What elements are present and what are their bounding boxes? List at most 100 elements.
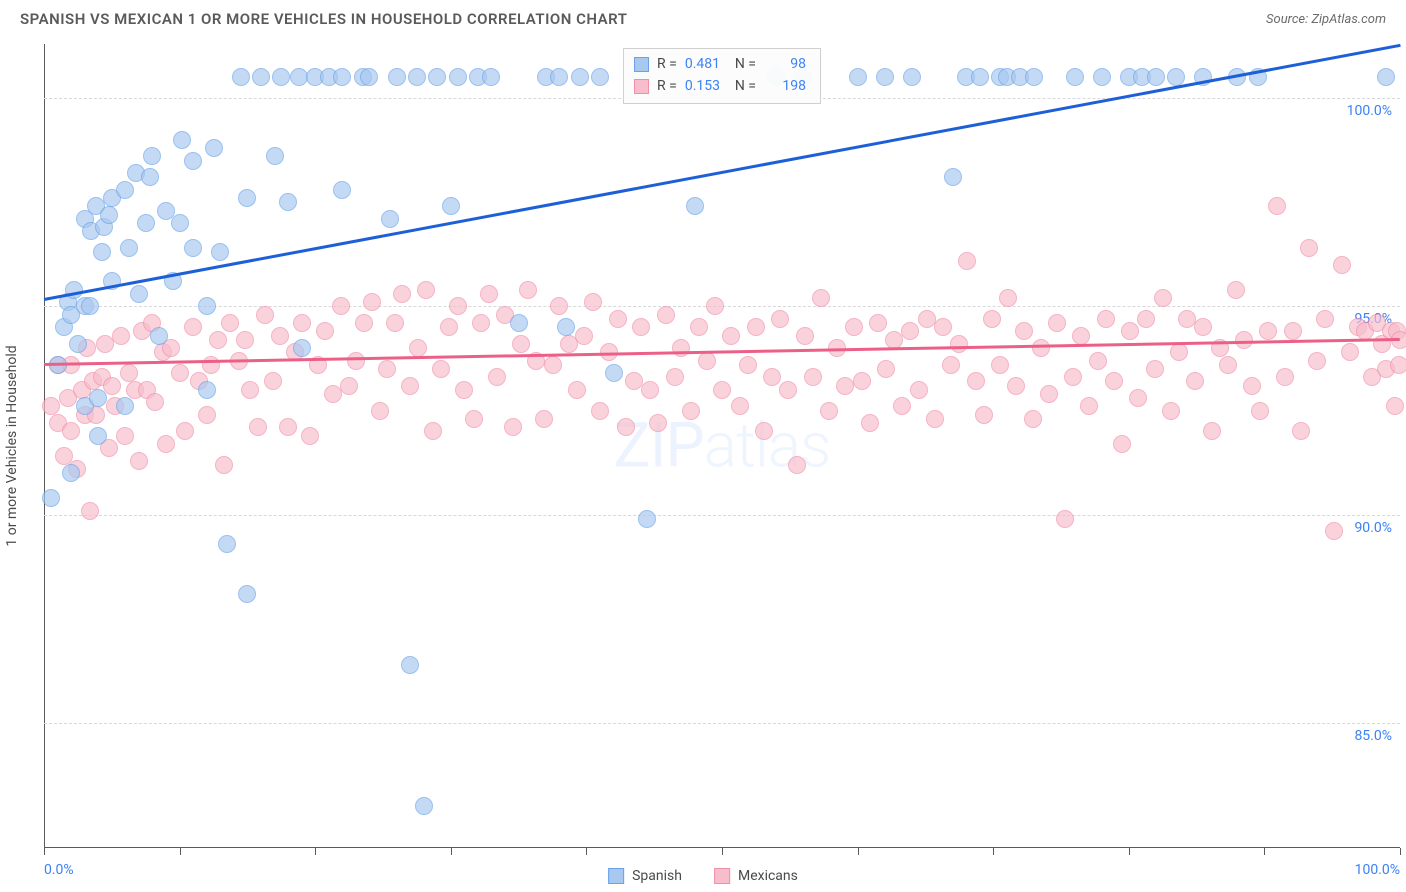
- scatter-point: [480, 285, 498, 303]
- scatter-point: [442, 197, 460, 215]
- scatter-point: [171, 364, 189, 382]
- scatter-point: [1300, 239, 1318, 257]
- r-label: R =: [657, 76, 677, 98]
- scatter-point: [93, 243, 111, 261]
- scatter-point: [942, 356, 960, 374]
- source-prefix: Source:: [1266, 12, 1311, 27]
- scatter-point: [1154, 289, 1172, 307]
- scatter-point: [1072, 327, 1090, 345]
- scatter-point: [713, 381, 731, 399]
- scatter-point: [143, 147, 161, 165]
- scatter-point: [1093, 68, 1111, 86]
- gridline: [44, 515, 1400, 516]
- scatter-point: [975, 406, 993, 424]
- scatter-point: [820, 402, 838, 420]
- scatter-point: [672, 339, 690, 357]
- scatter-point: [1186, 372, 1204, 390]
- scatter-point: [918, 310, 936, 328]
- scatter-point: [535, 410, 553, 428]
- scatter-point: [256, 306, 274, 324]
- scatter-point: [571, 68, 589, 86]
- scatter-point: [666, 368, 684, 386]
- scatter-point: [100, 206, 118, 224]
- info-swatch: [634, 57, 649, 72]
- x-tick: [1129, 848, 1130, 855]
- scatter-point: [363, 293, 381, 311]
- scatter-point: [698, 352, 716, 370]
- scatter-point: [1147, 68, 1165, 86]
- scatter-point: [617, 418, 635, 436]
- scatter-point: [934, 318, 952, 336]
- scatter-point: [893, 397, 911, 415]
- x-tick: [1264, 848, 1265, 855]
- scatter-point: [1137, 310, 1155, 328]
- scatter-point: [1015, 322, 1033, 340]
- scatter-point: [1056, 510, 1074, 528]
- scatter-point: [293, 339, 311, 357]
- scatter-point: [324, 385, 342, 403]
- scatter-point: [218, 535, 236, 553]
- scatter-point: [747, 318, 765, 336]
- scatter-point: [1048, 314, 1066, 332]
- chart-legend: SpanishMexicans: [608, 868, 798, 884]
- scatter-point: [861, 414, 879, 432]
- scatter-point: [209, 331, 227, 349]
- scatter-point: [432, 360, 450, 378]
- scatter-point: [215, 456, 233, 474]
- scatter-point: [81, 297, 99, 315]
- chart-title: SPANISH VS MEXICAN 1 OR MORE VEHICLES IN…: [20, 10, 627, 28]
- scatter-point: [657, 306, 675, 324]
- scatter-point: [1064, 368, 1082, 386]
- scatter-point: [150, 327, 168, 345]
- x-tick-label: 0.0%: [44, 862, 74, 878]
- chart-source: Source: ZipAtlas.com: [1266, 12, 1386, 27]
- plot-border: [44, 44, 1400, 848]
- scatter-point: [252, 68, 270, 86]
- scatter-point: [381, 210, 399, 228]
- scatter-point: [591, 402, 609, 420]
- scatter-point: [983, 310, 1001, 328]
- scatter-point: [96, 335, 114, 353]
- scatter-point: [184, 239, 202, 257]
- scatter-point: [568, 381, 586, 399]
- scatter-point: [649, 414, 667, 432]
- scatter-point: [428, 68, 446, 86]
- scatter-point: [1162, 402, 1180, 420]
- scatter-point: [584, 293, 602, 311]
- scatter-point: [42, 397, 60, 415]
- scatter-point: [944, 168, 962, 186]
- x-tick: [180, 848, 181, 855]
- scatter-point: [901, 322, 919, 340]
- scatter-point: [301, 427, 319, 445]
- scatter-point: [999, 289, 1017, 307]
- scatter-point: [1194, 318, 1212, 336]
- scatter-point: [1390, 356, 1406, 374]
- r-value: 0.153: [685, 76, 727, 98]
- scatter-point: [1333, 256, 1351, 274]
- scatter-point: [173, 131, 191, 149]
- scatter-point: [682, 402, 700, 420]
- scatter-point: [796, 327, 814, 345]
- scatter-point: [609, 310, 627, 328]
- scatter-point: [519, 281, 537, 299]
- scatter-point: [1203, 422, 1221, 440]
- scatter-point: [755, 422, 773, 440]
- n-value: 98: [764, 54, 806, 76]
- scatter-point: [249, 418, 267, 436]
- x-tick: [722, 848, 723, 855]
- scatter-point: [575, 327, 593, 345]
- scatter-point: [1178, 310, 1196, 328]
- legend-item: Mexicans: [714, 868, 798, 884]
- scatter-point: [1219, 356, 1237, 374]
- y-axis-title: 1 or more Vehicles in Household: [4, 345, 20, 546]
- scatter-point: [386, 314, 404, 332]
- scatter-point: [401, 656, 419, 674]
- scatter-point: [1080, 397, 1098, 415]
- scatter-point: [512, 335, 530, 353]
- n-value: 198: [764, 76, 806, 98]
- scatter-point: [449, 297, 467, 315]
- scatter-point: [205, 139, 223, 157]
- x-tick: [451, 848, 452, 855]
- x-tick: [993, 848, 994, 855]
- scatter-point: [198, 381, 216, 399]
